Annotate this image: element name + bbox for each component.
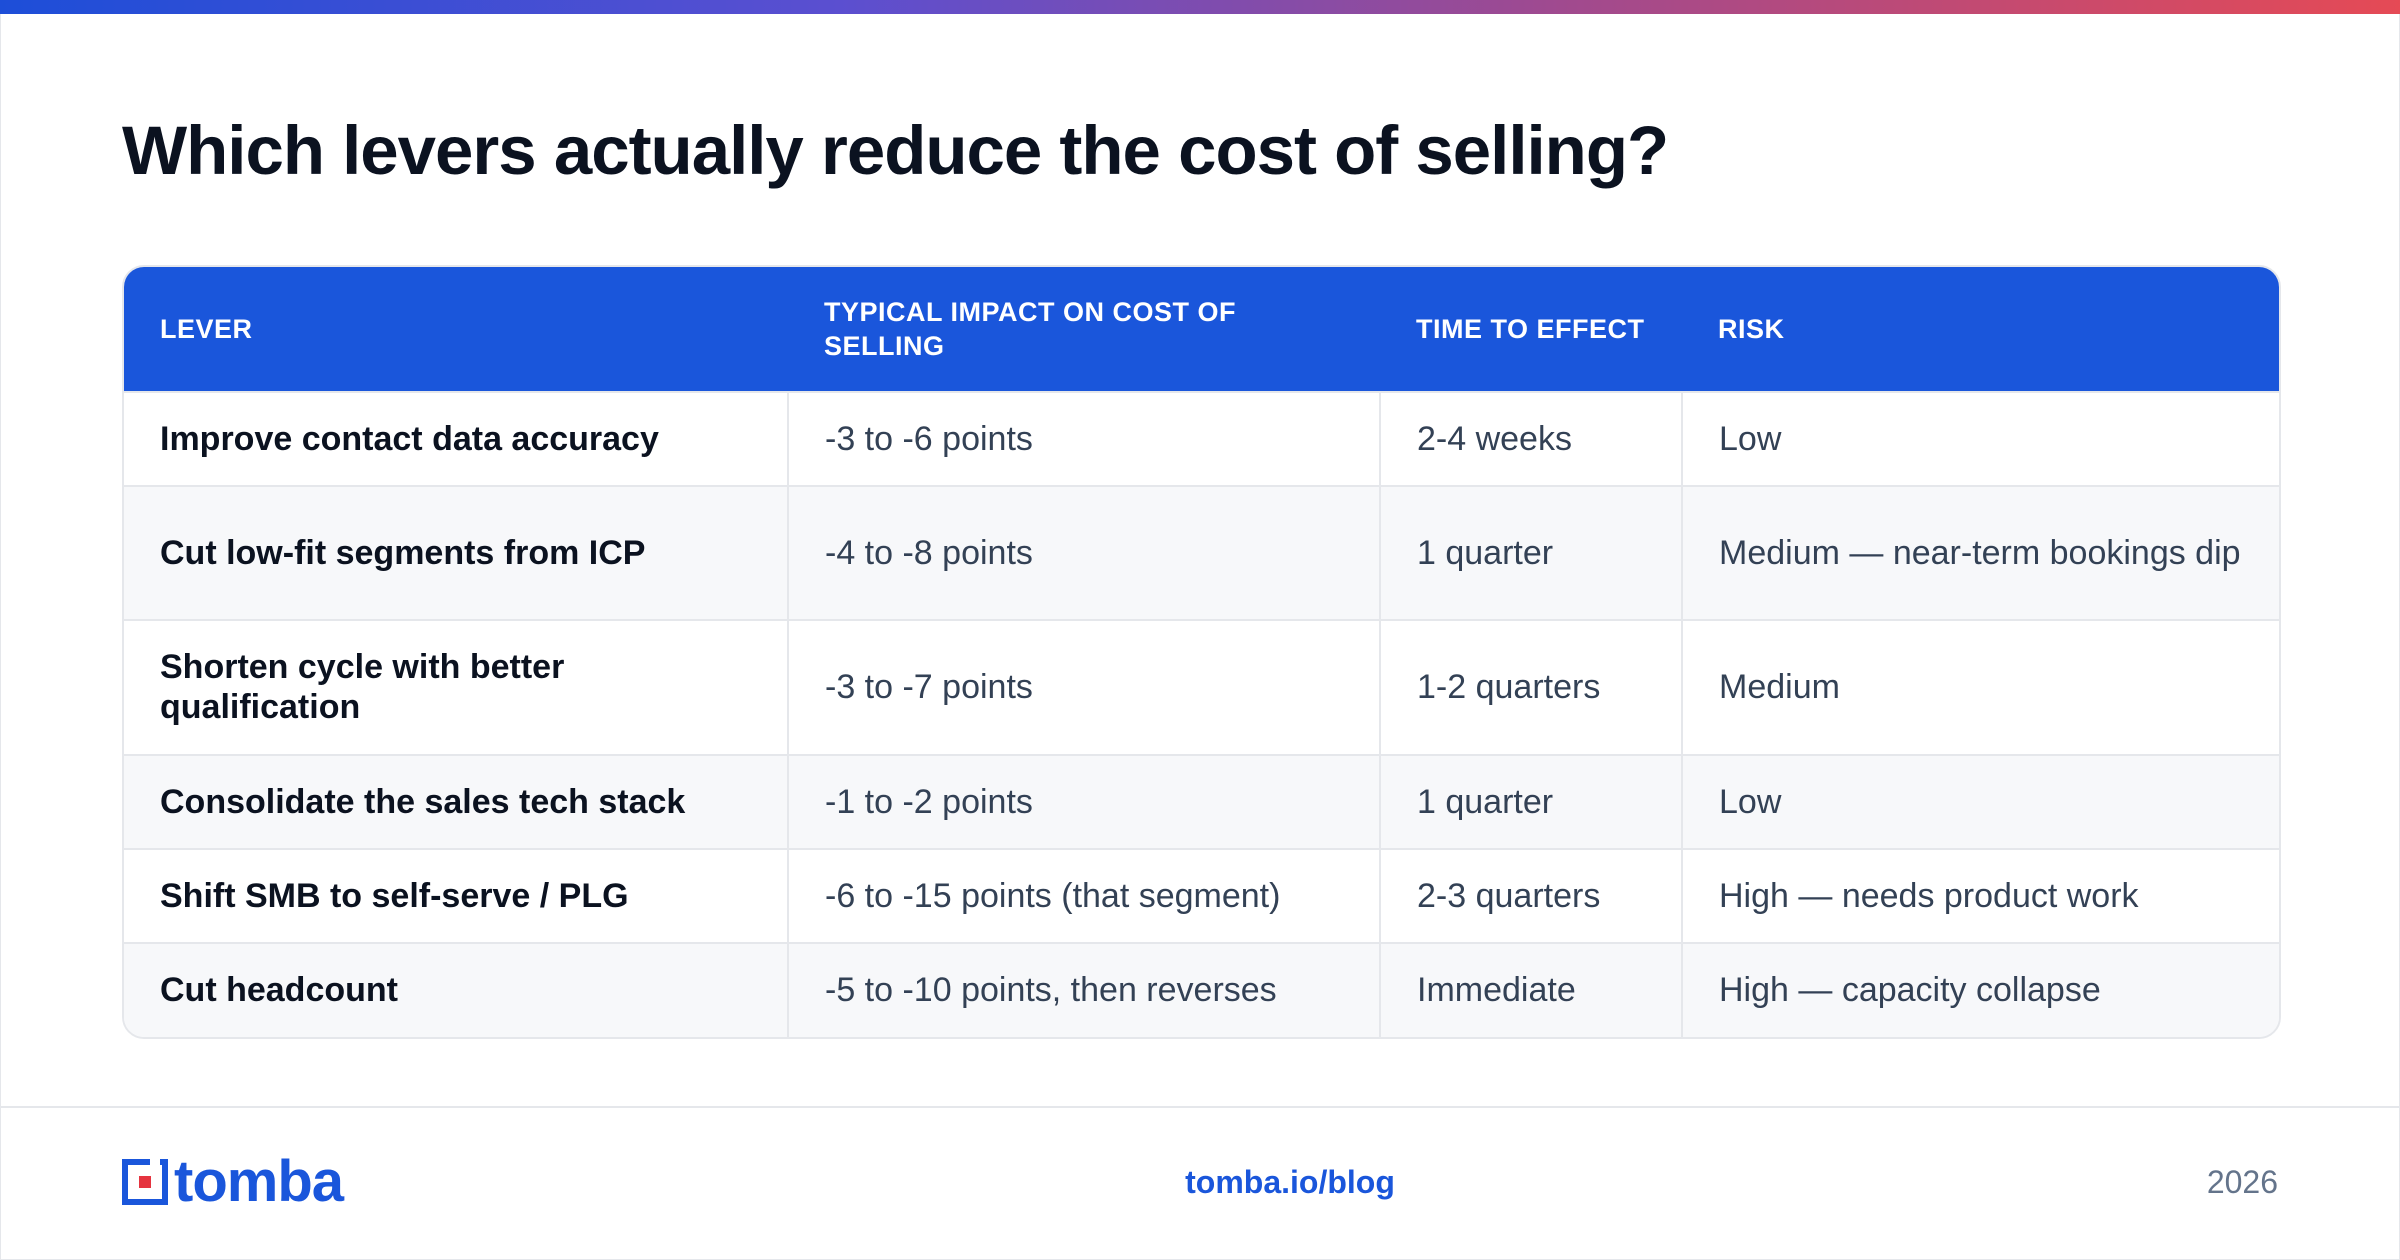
lever-cell: Consolidate the sales tech stack [124, 753, 789, 849]
lever-cell: Improve contact data accuracy [124, 390, 789, 487]
lever-cell: Cut headcount [124, 941, 789, 1037]
table-row: Improve contact data accuracy -3 to -6 p… [124, 390, 2279, 487]
header-time: TIME TO EFFECT [1380, 267, 1682, 392]
impact-cell: -3 to -6 points [788, 390, 1381, 487]
footer-year: 2026 [2206, 1164, 2278, 1200]
page-title: Which levers actually reduce the cost of… [122, 112, 1669, 189]
table-row: Consolidate the sales tech stack -1 to -… [124, 753, 2279, 849]
risk-cell: Low [1682, 390, 2279, 487]
levers-table: LEVER TYPICAL IMPACT ON COST OF SELLING … [122, 265, 2281, 1039]
risk-cell: Medium [1682, 619, 2279, 755]
header-impact: TYPICAL IMPACT ON COST OF SELLING [788, 267, 1380, 392]
impact-cell: -1 to -2 points [788, 753, 1381, 849]
risk-cell: High — capacity collapse [1682, 941, 2279, 1037]
logo-wordmark: tomba [174, 1149, 344, 1214]
footer-divider [0, 1106, 2400, 1108]
top-accent-bar [0, 0, 2400, 14]
time-cell: 2-3 quarters [1380, 847, 1683, 943]
table-row: Shorten cycle with better qualification … [124, 619, 2279, 755]
impact-cell: -3 to -7 points [788, 619, 1381, 755]
table-row: Cut headcount -5 to -10 points, then rev… [124, 941, 2279, 1037]
header-risk: RISK [1682, 267, 2279, 392]
risk-cell: High — needs product work [1682, 847, 2279, 943]
time-cell: 1-2 quarters [1380, 619, 1683, 755]
lever-cell: Shorten cycle with better qualification [124, 619, 789, 755]
risk-cell: Medium — near-term bookings dip [1682, 485, 2279, 621]
table-row: Cut low-fit segments from ICP -4 to -8 p… [124, 485, 2279, 621]
lever-cell: Shift SMB to self-serve / PLG [124, 847, 789, 943]
risk-cell: Low [1682, 753, 2279, 849]
time-cell: Immediate [1380, 941, 1683, 1037]
tomba-logo-icon [122, 1159, 168, 1205]
table-row: Shift SMB to self-serve / PLG -6 to -15 … [124, 847, 2279, 943]
impact-cell: -5 to -10 points, then reverses [788, 941, 1381, 1037]
table-header-row: LEVER TYPICAL IMPACT ON COST OF SELLING … [124, 267, 2279, 392]
impact-cell: -4 to -8 points [788, 485, 1381, 621]
blog-link[interactable]: tomba.io/blog [1185, 1164, 1395, 1200]
time-cell: 1 quarter [1380, 485, 1683, 621]
time-cell: 1 quarter [1380, 753, 1683, 849]
header-lever: LEVER [124, 267, 788, 392]
lever-cell: Cut low-fit segments from ICP [124, 485, 789, 621]
tomba-logo: tomba [122, 1149, 344, 1214]
impact-cell: -6 to -15 points (that segment) [788, 847, 1381, 943]
time-cell: 2-4 weeks [1380, 390, 1683, 487]
